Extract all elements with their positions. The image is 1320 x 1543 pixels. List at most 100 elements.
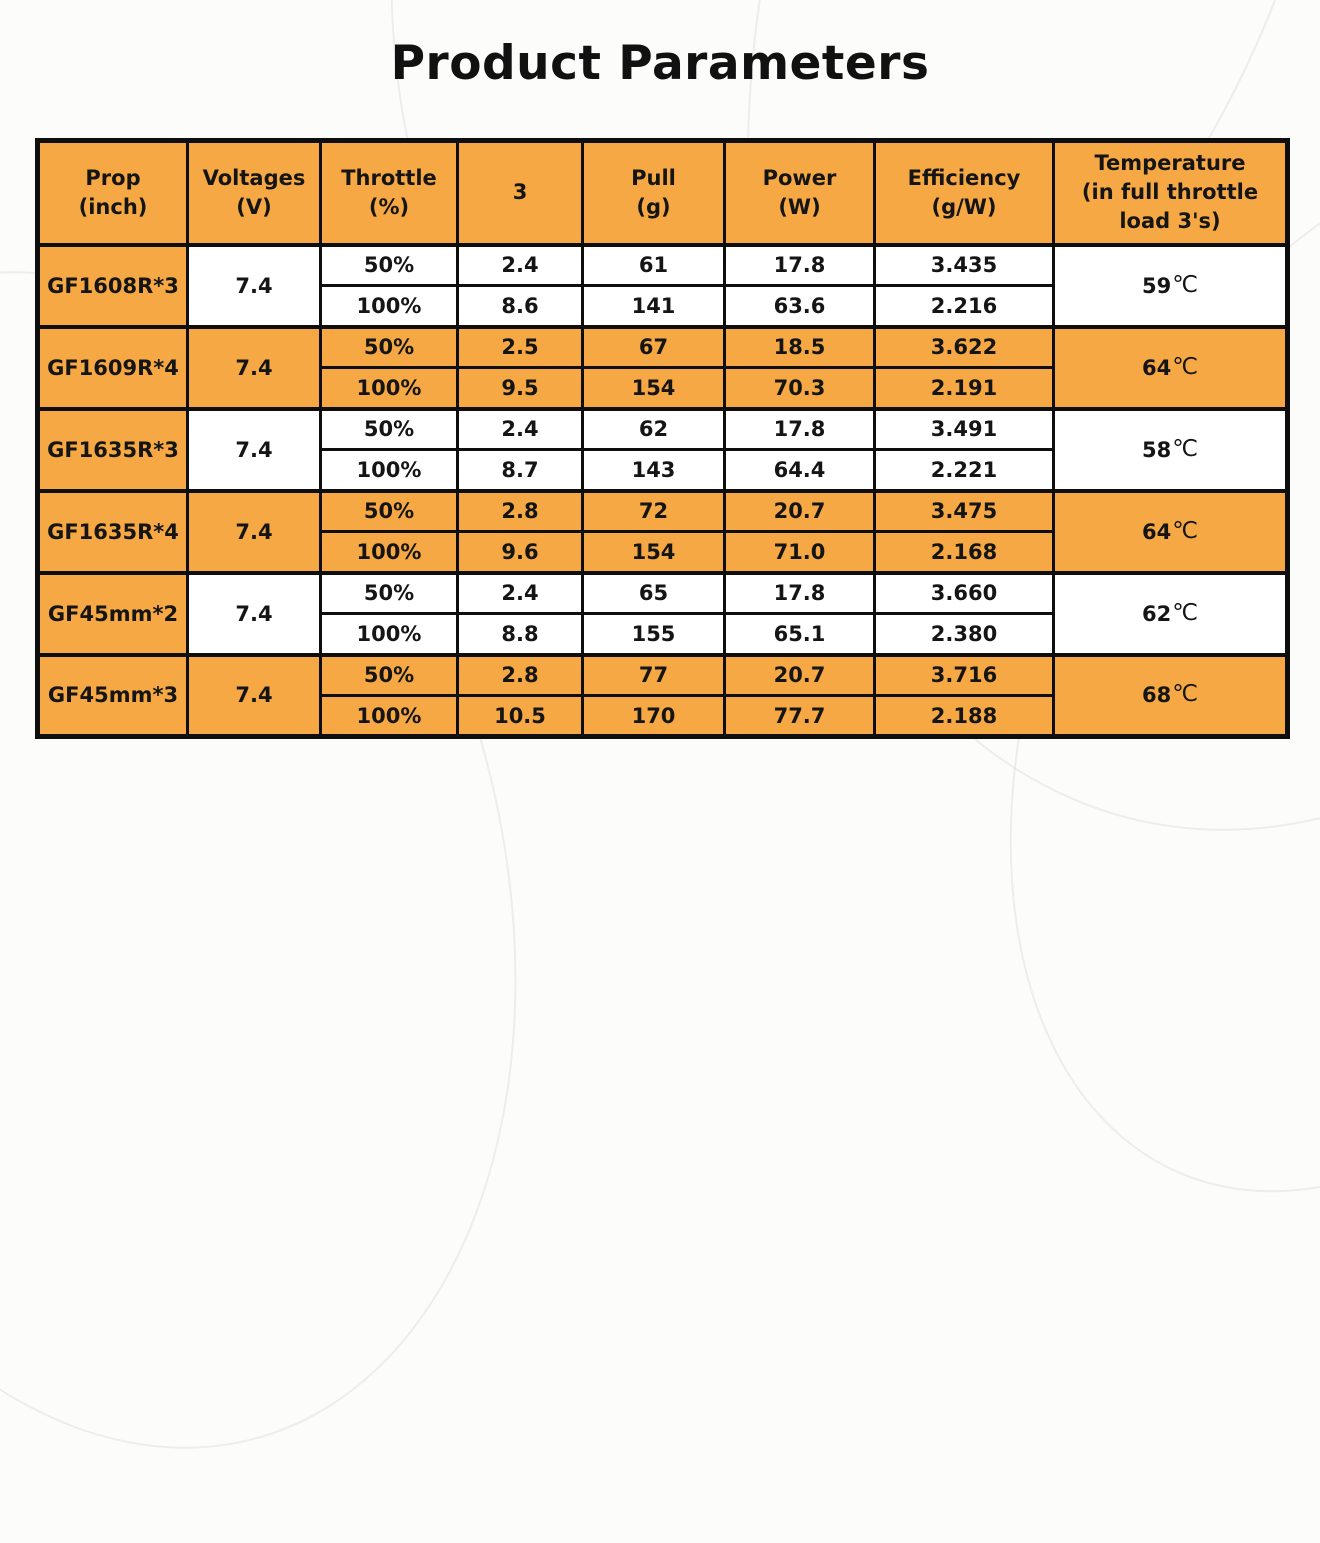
temperature-cell: 64℃	[1052, 488, 1289, 574]
temperature-cell: 68℃	[1052, 652, 1289, 738]
table-header: Prop (inch) Voltages (V) Throttle (%) 3 Pull…	[36, 139, 1289, 246]
throttle-cell: 50%	[319, 488, 459, 533]
efficiency-cell: 3.660	[873, 570, 1055, 615]
efficiency-cell: 3.491	[873, 406, 1055, 451]
header-cell-voltages: Voltages (V)	[186, 139, 322, 246]
power-cell: 71.0	[723, 530, 876, 574]
current-cell: 9.6	[456, 530, 584, 574]
throttle-cell: 100%	[319, 366, 459, 410]
voltage-cell: 7.4	[186, 406, 322, 492]
temperature-value: 59	[1141, 273, 1172, 298]
throttle-cell: 100%	[319, 448, 459, 492]
header-cell-pull: Pull (g)	[581, 139, 726, 246]
throttle-cell: 50%	[319, 652, 459, 697]
temperature-cell: 58℃	[1052, 406, 1289, 492]
temperature-value: 68	[1141, 683, 1172, 708]
power-cell: 20.7	[723, 488, 876, 533]
header-cell-prop: Prop (inch)	[36, 139, 189, 246]
prop-cell: GF45mm*3	[36, 652, 189, 738]
power-cell: 70.3	[723, 366, 876, 410]
temperature-value: 64	[1141, 355, 1172, 380]
current-cell: 2.5	[456, 324, 584, 369]
temperature-cell: 62℃	[1052, 570, 1289, 656]
pull-cell: 61	[581, 242, 726, 287]
table-row: 100% 8.6 141 63.6 2.216	[38, 284, 1288, 328]
current-cell: 8.8	[456, 612, 584, 656]
table-row: GF45mm*2 7.4 50% 2.4 65 17.8 3.660 62℃	[36, 570, 1289, 656]
pull-cell: 72	[581, 488, 726, 533]
header-cell-power: Power (W)	[723, 139, 876, 246]
temperature-cell: 64℃	[1052, 324, 1289, 410]
throttle-cell: 100%	[319, 530, 459, 574]
efficiency-cell: 3.622	[873, 324, 1055, 369]
current-cell: 2.4	[456, 242, 584, 287]
efficiency-cell: 3.716	[873, 652, 1055, 697]
current-cell: 2.8	[456, 652, 584, 697]
pull-cell: 67	[581, 324, 726, 369]
table-row: 100% 9.5 154 70.3 2.191	[38, 366, 1288, 410]
table-row: 100% 10.5 170 77.7 2.188	[38, 694, 1288, 738]
temperature-value: 64	[1141, 519, 1172, 544]
table-body: GF1608R*3 7.4 50% 2.4 61 17.8 3.435 59℃ 100% 8.6 1…	[36, 242, 1289, 738]
voltage-cell: 7.4	[186, 488, 322, 574]
pull-cell: 65	[581, 570, 726, 615]
prop-cell: GF1635R*4	[36, 488, 189, 574]
throttle-cell: 50%	[319, 570, 459, 615]
efficiency-cell: 2.216	[873, 284, 1055, 328]
throttle-cell: 100%	[319, 284, 459, 328]
voltage-cell: 7.4	[186, 570, 322, 656]
power-cell: 18.5	[723, 324, 876, 369]
celsius-unit: ℃	[1172, 681, 1199, 708]
prop-cell: GF45mm*2	[36, 570, 189, 656]
temperature-cell: 59℃	[1052, 242, 1289, 328]
current-cell: 9.5	[456, 366, 584, 410]
celsius-unit: ℃	[1172, 271, 1199, 298]
current-cell: 2.4	[456, 570, 584, 615]
power-cell: 77.7	[723, 694, 876, 738]
table-row: 100% 8.7 143 64.4 2.221	[38, 448, 1288, 492]
current-cell: 2.8	[456, 488, 584, 533]
throttle-cell: 50%	[319, 324, 459, 369]
temperature-value: 58	[1141, 437, 1172, 462]
voltage-cell: 7.4	[186, 242, 322, 328]
pull-cell: 155	[581, 612, 726, 656]
header-cell-current: 3	[456, 139, 584, 246]
voltage-cell: 7.4	[186, 652, 322, 738]
celsius-unit: ℃	[1172, 599, 1199, 626]
pull-cell: 141	[581, 284, 726, 328]
temperature-value: 62	[1141, 601, 1172, 626]
prop-cell: GF1635R*3	[36, 406, 189, 492]
pull-cell: 143	[581, 448, 726, 492]
pull-cell: 77	[581, 652, 726, 697]
pull-cell: 154	[581, 366, 726, 410]
power-cell: 20.7	[723, 652, 876, 697]
pull-cell: 170	[581, 694, 726, 738]
table-row: 100% 9.6 154 71.0 2.168	[38, 530, 1288, 574]
table-row: GF1609R*4 7.4 50% 2.5 67 18.5 3.622 64℃	[36, 324, 1289, 410]
header-cell-throttle: Throttle (%)	[319, 139, 459, 246]
power-cell: 65.1	[723, 612, 876, 656]
efficiency-cell: 2.168	[873, 530, 1055, 574]
throttle-cell: 50%	[319, 406, 459, 451]
current-cell: 10.5	[456, 694, 584, 738]
header-row: Prop (inch) Voltages (V) Throttle (%) 3 Pull…	[36, 139, 1289, 246]
prop-cell: GF1608R*3	[36, 242, 189, 328]
table-row: GF1608R*3 7.4 50% 2.4 61 17.8 3.435 59℃	[36, 242, 1289, 328]
power-cell: 17.8	[723, 570, 876, 615]
efficiency-cell: 2.188	[873, 694, 1055, 738]
header-cell-efficiency: Efficiency (g/W)	[873, 139, 1055, 246]
efficiency-cell: 3.475	[873, 488, 1055, 533]
celsius-unit: ℃	[1172, 435, 1199, 462]
current-cell: 8.6	[456, 284, 584, 328]
celsius-unit: ℃	[1172, 517, 1199, 544]
pull-cell: 62	[581, 406, 726, 451]
table-row: GF1635R*3 7.4 50% 2.4 62 17.8 3.491 58℃	[36, 406, 1289, 492]
power-cell: 17.8	[723, 406, 876, 451]
header-cell-temperature: Temperature (in full throttle load 3's)	[1052, 139, 1289, 246]
efficiency-cell: 2.221	[873, 448, 1055, 492]
efficiency-cell: 3.435	[873, 242, 1055, 287]
power-cell: 64.4	[723, 448, 876, 492]
celsius-unit: ℃	[1172, 353, 1199, 380]
table-row: GF1635R*4 7.4 50% 2.8 72 20.7 3.475 64℃	[36, 488, 1289, 574]
page-title: Product Parameters	[390, 36, 930, 91]
